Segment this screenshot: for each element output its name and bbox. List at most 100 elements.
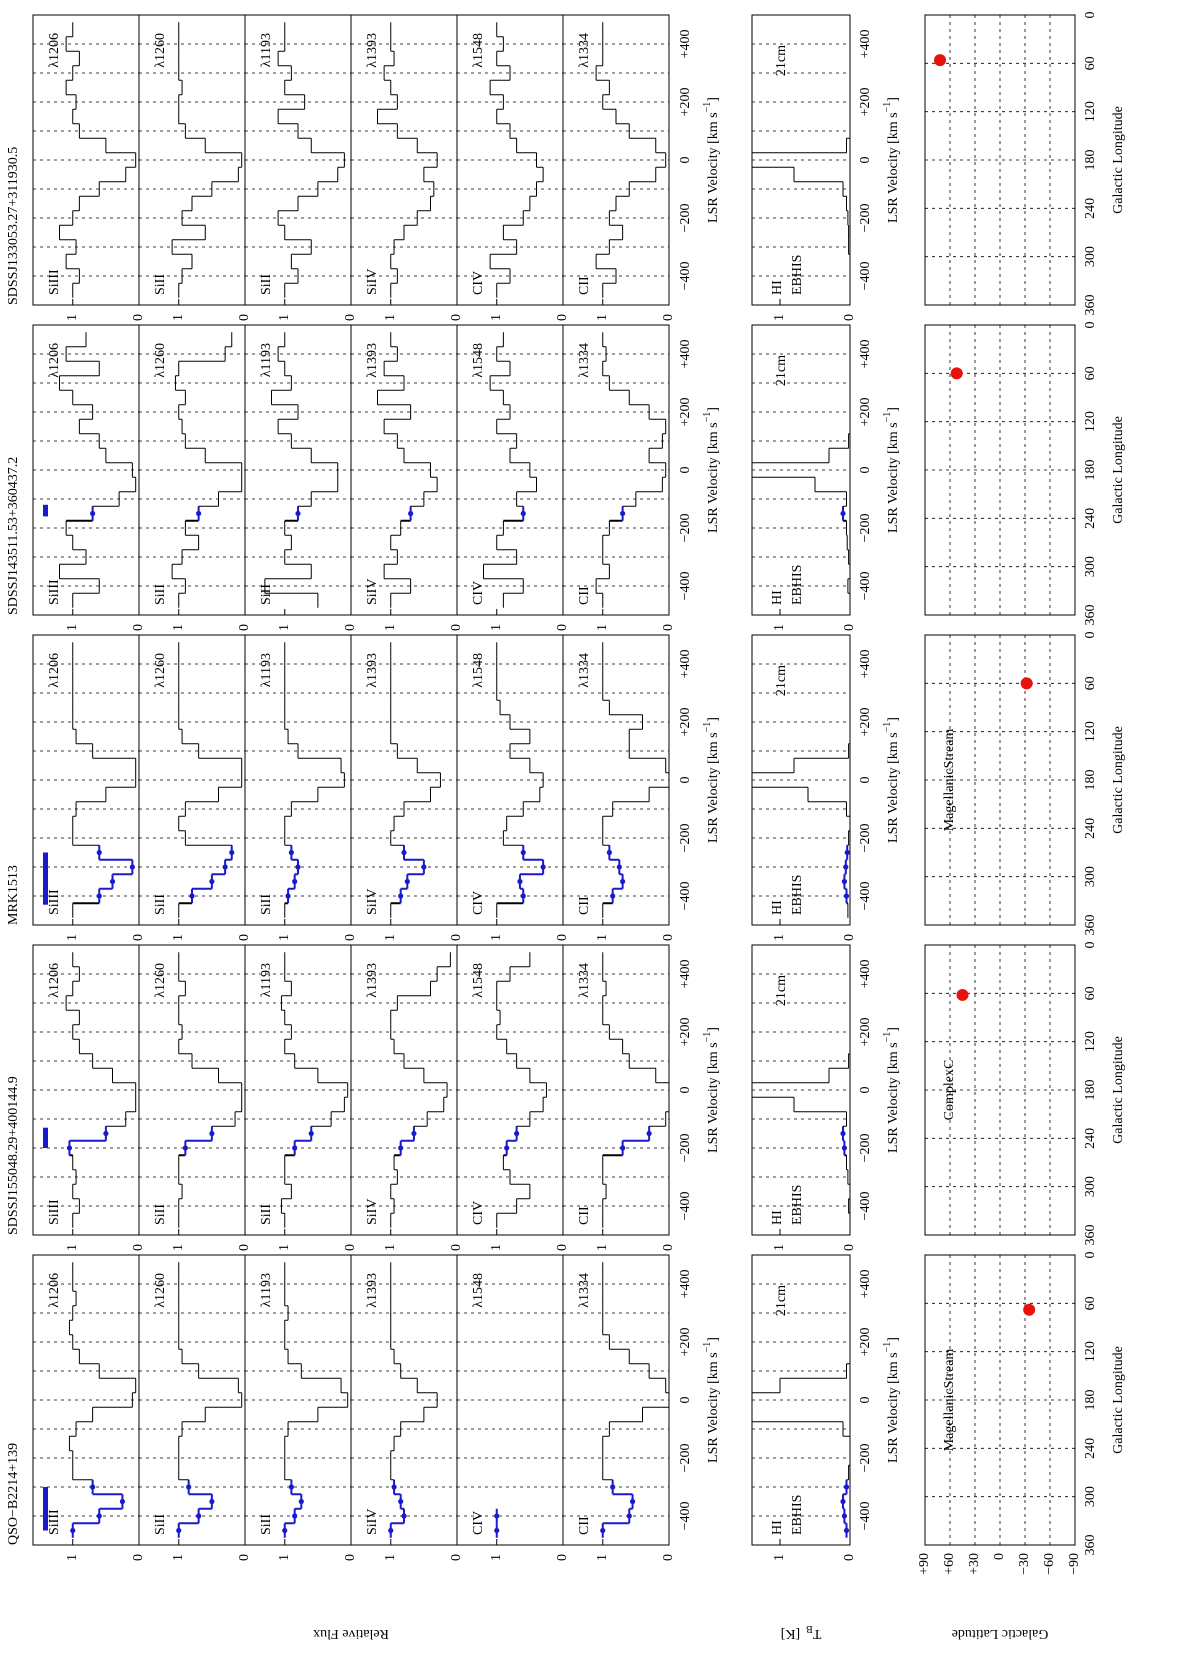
x-tick-label: +400 bbox=[858, 30, 873, 59]
y-tick-label: 0 bbox=[555, 314, 570, 321]
x-tick-label: +400 bbox=[858, 960, 873, 989]
hvc-range-bar bbox=[43, 852, 48, 905]
x-tick-label: +200 bbox=[678, 88, 693, 117]
map-x-tick-label: 120 bbox=[1083, 411, 1098, 432]
x-axis-title-exponent: −1 bbox=[882, 1342, 893, 1353]
panel-frame bbox=[751, 944, 851, 1236]
map-x-tick-label: 60 bbox=[1083, 1296, 1098, 1310]
y-tick-label: 0 bbox=[131, 934, 146, 941]
line-label: λ1548 bbox=[471, 963, 486, 998]
ion-label: CIV bbox=[471, 1511, 486, 1535]
map-x-tick-label: 0 bbox=[1083, 1252, 1098, 1259]
rotated-figure: QSO−B2214+139 0 1 SiIII λ1206 0 1 SiII λ1260 0 1 Si… bbox=[6, 12, 1126, 1641]
x-tick-label: +400 bbox=[678, 960, 693, 989]
line-label: λ1393 bbox=[365, 343, 380, 378]
x-tick-label: 0 bbox=[678, 467, 693, 474]
hvc-point bbox=[90, 1484, 96, 1490]
y-tick-label: 0 bbox=[343, 934, 358, 941]
hvc-point bbox=[606, 849, 612, 856]
hi-line-label: 21cm bbox=[774, 45, 789, 76]
hvc-point bbox=[408, 510, 414, 517]
hvc-point bbox=[282, 1527, 288, 1534]
map-x-tick-label: 0 bbox=[1083, 12, 1098, 19]
hi-line-label: 21cm bbox=[774, 975, 789, 1006]
ion-label: CIV bbox=[471, 271, 486, 295]
sightline-position bbox=[934, 54, 946, 67]
map-annotation: ComplexC bbox=[942, 1060, 957, 1121]
x-tick-label: 0 bbox=[858, 1087, 873, 1094]
y-tick-label: 0 bbox=[661, 1244, 676, 1251]
line-label: λ1193 bbox=[259, 653, 274, 687]
x-tick-label: +200 bbox=[678, 1328, 693, 1357]
panel-frame bbox=[924, 634, 1076, 926]
ion-label: SiIII bbox=[47, 1199, 62, 1225]
y-tick-label: 1 bbox=[383, 1244, 398, 1251]
x-tick-label: +200 bbox=[858, 708, 873, 737]
line-label: λ1260 bbox=[153, 653, 168, 688]
y-tick-label: 0 bbox=[661, 934, 676, 941]
y-tick-label: 1 bbox=[65, 934, 80, 941]
map-x-tick-label: 180 bbox=[1083, 1080, 1098, 1101]
hvc-point bbox=[514, 1130, 520, 1137]
x-axis-title-close: ] bbox=[886, 97, 901, 102]
map-x-tick-label: 360 bbox=[1083, 1535, 1098, 1556]
ion-label: SiII bbox=[259, 1514, 274, 1535]
map-x-tick-label: 60 bbox=[1083, 366, 1098, 380]
map-x-axis-title: Galactic Longitude bbox=[1111, 106, 1126, 214]
panel-frame bbox=[562, 944, 670, 1236]
y-tick-label: 1 bbox=[171, 314, 186, 321]
map-x-tick-label: 120 bbox=[1083, 101, 1098, 122]
x-axis-title-close: ] bbox=[886, 407, 901, 412]
panel-frame bbox=[924, 1254, 1076, 1546]
y-tick-label: 1 bbox=[171, 1554, 186, 1561]
hvc-point bbox=[646, 1130, 652, 1137]
hi-label: HI bbox=[770, 280, 785, 295]
y-tick-label: 0 bbox=[237, 934, 252, 941]
x-tick-label: −200 bbox=[678, 824, 693, 853]
panel-data bbox=[245, 1262, 351, 1538]
x-axis-title-text: LSR Velocity [km s bbox=[706, 732, 721, 843]
y-tick-label: 1 bbox=[277, 934, 292, 941]
panel-data bbox=[457, 642, 563, 918]
x-axis-title-exponent: −1 bbox=[702, 102, 713, 113]
hvc-range-bar bbox=[43, 1127, 48, 1148]
panel-data bbox=[457, 1283, 563, 1538]
x-tick-label: −200 bbox=[858, 1444, 873, 1473]
hvc-point bbox=[209, 1498, 215, 1505]
hvc-point bbox=[398, 893, 404, 899]
panel-data bbox=[563, 1262, 669, 1538]
line-label: λ1260 bbox=[153, 1273, 168, 1308]
panel-data bbox=[752, 642, 850, 918]
x-axis-title-text: LSR Velocity [km s bbox=[886, 112, 901, 223]
hvc-point bbox=[520, 893, 526, 899]
y-tick-label: 0 bbox=[449, 624, 464, 631]
y-tick-label: 1 bbox=[65, 314, 80, 321]
y-tick-label: 1 bbox=[489, 314, 504, 321]
ion-label: SiII bbox=[153, 1204, 168, 1225]
hvc-point bbox=[843, 1527, 850, 1534]
panel-data bbox=[33, 22, 139, 298]
hvc-point bbox=[610, 1484, 616, 1490]
y-tick-label: 1 bbox=[277, 1244, 292, 1251]
survey-label: EBHIS bbox=[790, 565, 805, 605]
hvc-point bbox=[520, 849, 526, 856]
line-label: λ1206 bbox=[47, 343, 62, 378]
y-tick-label: 1 bbox=[489, 1554, 504, 1561]
sightline-title: SDSSJ143511.53+360437.2 bbox=[6, 457, 21, 615]
y-tick-label: 0 bbox=[237, 1554, 252, 1561]
map-y-tick-label: −90 bbox=[1067, 1553, 1082, 1575]
x-axis-title: LSR Velocity [km s−1] bbox=[882, 407, 901, 533]
panel-data bbox=[925, 325, 1075, 615]
ion-label: SiIV bbox=[365, 269, 380, 295]
y-tick-label: 1 bbox=[595, 314, 610, 321]
map-x-tick-label: 300 bbox=[1083, 866, 1098, 887]
map-x-tick-label: 120 bbox=[1083, 1031, 1098, 1052]
y-tick-label: 0 bbox=[449, 1244, 464, 1251]
y-tick-label: 0 bbox=[237, 1244, 252, 1251]
hi-label: HI bbox=[770, 1210, 785, 1225]
panel-frame bbox=[562, 1254, 670, 1546]
panel-frame bbox=[924, 324, 1076, 616]
x-tick-label: 0 bbox=[858, 467, 873, 474]
panel-data bbox=[33, 332, 139, 608]
